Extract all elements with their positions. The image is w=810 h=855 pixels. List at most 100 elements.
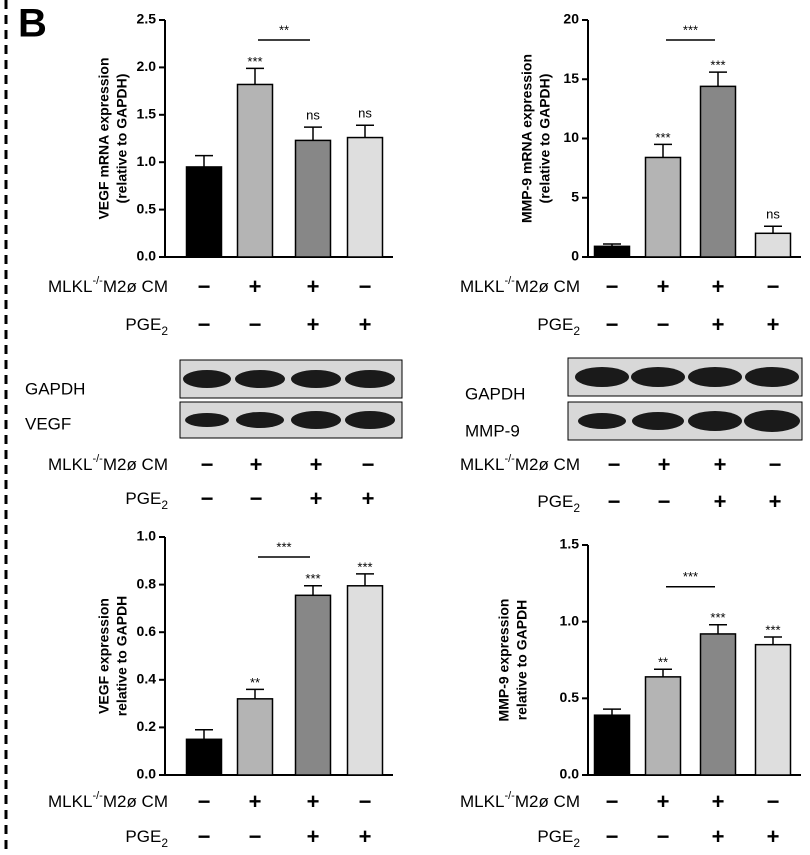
y-tick-label: 1.0	[137, 153, 157, 169]
condition-sign: −	[198, 312, 211, 337]
condition-sign: +	[249, 274, 262, 299]
condition-sign: −	[359, 274, 372, 299]
condition-sign: +	[712, 274, 725, 299]
condition-label: PGE2	[537, 315, 580, 338]
y-tick-label: 1.5	[137, 106, 157, 122]
condition-sign: −	[198, 274, 211, 299]
y-tick-label: 15	[563, 70, 579, 86]
band	[688, 411, 742, 431]
condition-sign: +	[712, 312, 725, 337]
error-bar	[764, 225, 782, 234]
label-text: MLKL	[48, 455, 92, 474]
label-sub: 2	[573, 836, 580, 850]
band	[745, 367, 799, 387]
band	[575, 367, 629, 387]
error-bar	[603, 708, 621, 716]
condition-sign: −	[198, 789, 211, 814]
bar	[699, 85, 737, 258]
significance: ***	[357, 559, 372, 574]
condition-sign: −	[250, 486, 263, 511]
bracket-label: ***	[276, 539, 291, 554]
condition-sign: +	[249, 789, 262, 814]
significance: ***	[710, 58, 725, 73]
label-text: MLKL	[460, 455, 504, 474]
panel-label: B	[18, 2, 47, 46]
significance: ***	[765, 622, 780, 637]
band	[345, 411, 395, 429]
y-tick-label: 1.5	[560, 536, 580, 552]
blot-left	[179, 359, 403, 439]
condition-label: MLKL-/-M2ø CM	[48, 453, 168, 475]
bar	[754, 643, 792, 776]
error-bar	[246, 67, 264, 85]
significance: ***	[655, 130, 670, 145]
y-tick-label: 5	[571, 188, 579, 204]
significance: ***	[710, 610, 725, 625]
condition-sign: +	[712, 789, 725, 814]
band	[631, 367, 685, 387]
label-sup: -/-	[504, 790, 515, 802]
bracket-label: **	[279, 22, 289, 37]
bar	[644, 676, 682, 776]
band	[291, 370, 341, 388]
condition-sign: −	[608, 452, 621, 477]
condition-label: MLKL-/-M2ø CM	[48, 275, 168, 297]
condition-sign: −	[606, 824, 619, 849]
label-text: PGE	[125, 827, 161, 846]
error-bar	[304, 585, 322, 596]
label-sub: 2	[161, 498, 168, 512]
y-tick-label: 0.0	[137, 766, 157, 782]
condition-sign: +	[359, 824, 372, 849]
blot-label: GAPDH	[465, 384, 525, 403]
blot-label: MMP-9	[465, 421, 520, 440]
condition-sign: −	[606, 312, 619, 337]
y-tick-label: 0.5	[137, 200, 157, 216]
label-sub: 2	[573, 324, 580, 338]
condition-sign: +	[307, 789, 320, 814]
label-sub: 2	[161, 836, 168, 850]
error-bar	[603, 243, 621, 247]
blot-right	[567, 357, 803, 441]
band	[291, 411, 341, 429]
significance: ns	[766, 207, 780, 222]
y-tick-label: 0.5	[560, 689, 580, 705]
condition-sign: +	[714, 452, 727, 477]
significance: **	[250, 675, 260, 690]
bar	[185, 738, 223, 776]
band	[185, 413, 229, 427]
error-bar	[195, 729, 213, 740]
y-axis-label: VEGF mRNA expression	[96, 57, 112, 219]
bracket-label: ***	[683, 22, 698, 37]
condition-label: MLKL-/-M2ø CM	[460, 790, 580, 812]
band	[345, 370, 395, 388]
band	[632, 412, 684, 430]
condition-sign: +	[250, 452, 263, 477]
blot-label: GAPDH	[25, 379, 85, 398]
condition-sign: +	[658, 452, 671, 477]
condition-sign: −	[606, 789, 619, 814]
label-text: MLKL	[48, 277, 92, 296]
bar	[185, 166, 223, 258]
y-tick-label: 2.0	[137, 58, 157, 74]
label-text: M2ø CM	[515, 277, 580, 296]
condition-sign: +	[307, 824, 320, 849]
condition-sign: −	[359, 789, 372, 814]
error-bar	[195, 154, 213, 167]
y-tick-label: 20	[563, 11, 579, 27]
condition-sign: −	[201, 452, 214, 477]
y-axis-label: relative to GAPDH	[514, 600, 530, 721]
condition-sign: +	[359, 312, 372, 337]
y-axis-label: (relative to GAPDH)	[537, 74, 553, 204]
condition-label: MLKL-/-M2ø CM	[460, 275, 580, 297]
y-tick-label: 10	[563, 129, 579, 145]
label-text: PGE	[537, 315, 573, 334]
condition-sign: +	[714, 489, 727, 514]
bar	[699, 633, 737, 776]
significance: ns	[306, 108, 320, 123]
condition-sign: −	[249, 824, 262, 849]
y-tick-label: 1.0	[137, 528, 157, 544]
y-tick-label: 2.5	[137, 11, 157, 27]
condition-sign: −	[201, 486, 214, 511]
error-bar	[709, 623, 727, 634]
condition-label: PGE2	[125, 315, 168, 338]
